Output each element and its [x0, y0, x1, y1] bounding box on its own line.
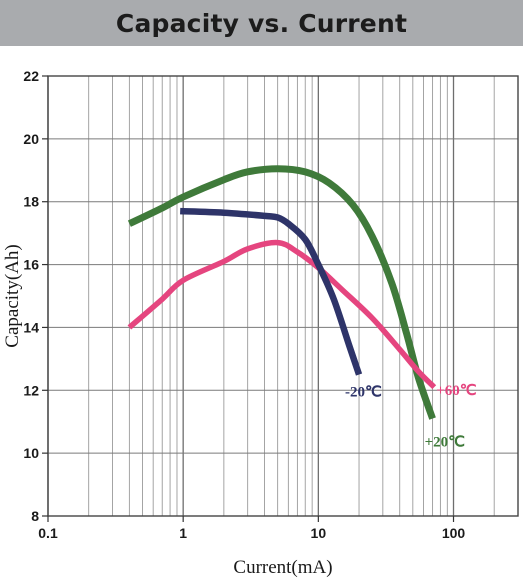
- y-tick-label: 22: [23, 68, 39, 84]
- series-label: +20℃: [425, 435, 466, 451]
- title-banner: Capacity vs. Current: [0, 0, 523, 46]
- x-tick-label: 0.1: [38, 525, 58, 541]
- series-line: [127, 239, 437, 390]
- capacity-chart: 8 10 12 14 16 18 20 22 0.1 1 10 100 Current(mA) Capac…: [2, 68, 519, 578]
- series-label: +60℃: [436, 383, 477, 399]
- series-label: -20℃: [345, 385, 382, 401]
- y-tick-label: 12: [23, 382, 39, 398]
- series-line: [127, 165, 436, 420]
- y-tick-label: 16: [23, 257, 39, 273]
- x-tick-label: 10: [311, 525, 327, 541]
- y-tick-label: 8: [31, 508, 39, 524]
- y-tick-label: 14: [23, 319, 39, 335]
- plot-frame: [47, 75, 519, 517]
- x-axis-title: Current(mA): [233, 557, 332, 578]
- series-line: [180, 207, 363, 376]
- x-tick-label: 100: [442, 525, 466, 541]
- y-tick-label: 10: [23, 445, 39, 461]
- y-axis-title: Capacity(Ah): [2, 244, 23, 347]
- y-tick-label: 18: [23, 194, 39, 210]
- chart-title: Capacity vs. Current: [115, 8, 408, 38]
- plot-area: [48, 76, 518, 516]
- y-tick-label: 20: [23, 131, 39, 147]
- x-tick-label: 1: [179, 525, 187, 541]
